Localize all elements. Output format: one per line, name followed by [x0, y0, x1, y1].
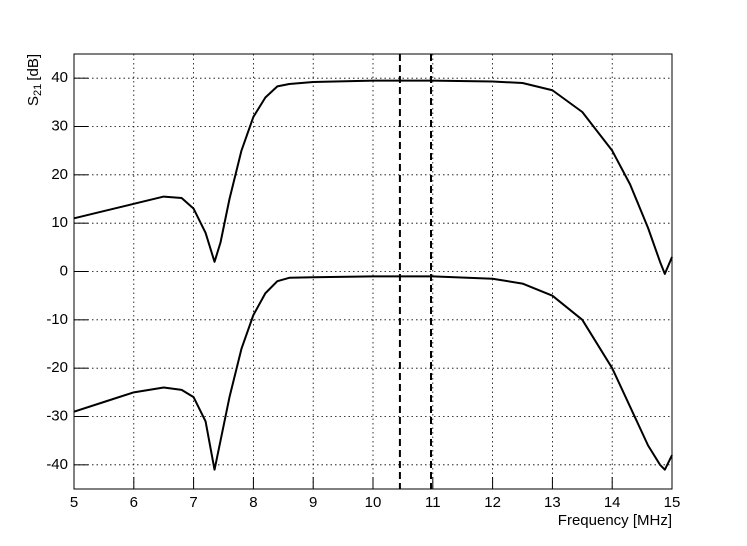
y-tick-label: 30 [51, 117, 68, 134]
x-tick-label: 12 [484, 494, 501, 511]
x-tick-label: 5 [70, 494, 78, 511]
y-tick-label: -20 [46, 359, 68, 376]
x-axis-label: Frequency [MHz] [558, 512, 672, 529]
y-label-main: S [25, 96, 42, 106]
y-tick-label: 0 [60, 262, 68, 279]
y-tick-label: 40 [51, 69, 68, 86]
y-label-unit: [dB] [25, 54, 42, 81]
series-line [73, 79, 673, 275]
x-tick-label: 8 [249, 494, 257, 511]
x-tick-label: 11 [425, 494, 441, 511]
y-label-sub: 21 [32, 84, 44, 96]
x-tick-label: 15 [664, 494, 681, 511]
series-line [73, 275, 673, 471]
x-tick-label: 14 [604, 494, 621, 511]
y-tick-label: -30 [46, 407, 68, 424]
y-tick-label: -10 [46, 311, 68, 328]
y-tick-label: 20 [51, 166, 68, 183]
x-tick-label: 6 [130, 494, 138, 511]
x-tick-label: 9 [309, 494, 317, 511]
x-tick-label: 10 [365, 494, 382, 511]
plot-frame [73, 53, 673, 490]
y-tick-label: 10 [51, 214, 68, 231]
x-tick-label: 7 [189, 494, 197, 511]
x-tick-label: 13 [544, 494, 561, 511]
y-tick-label: -40 [46, 456, 68, 473]
y-axis-label: S21 [dB] [25, 54, 44, 106]
